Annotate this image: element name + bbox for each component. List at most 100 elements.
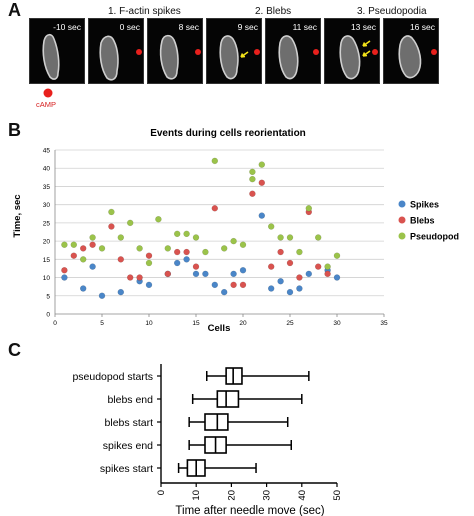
cell-outline <box>159 34 179 80</box>
scatter-point <box>324 263 331 270</box>
phase-label-spikes: 1. F-actin spikes <box>108 6 181 17</box>
scatter-x-axis-label: Cells <box>208 323 231 334</box>
scatter-point <box>277 248 284 256</box>
box-whisker <box>177 459 257 477</box>
x-tick-label: 50 <box>332 490 343 501</box>
scatter-point <box>268 285 275 292</box>
scatter-point <box>296 248 303 256</box>
category-label: pseudopod starts <box>72 371 153 383</box>
scatter-point <box>145 252 153 259</box>
needle-marker-icon <box>195 49 201 55</box>
scatter-point <box>183 256 190 263</box>
scatter-point <box>61 274 68 281</box>
box-iqr <box>204 413 229 431</box>
scatter-point <box>145 259 153 267</box>
microscopy-frame: 0 sec <box>88 18 144 84</box>
x-tick-label: 20 <box>239 320 247 327</box>
scatter-point <box>70 252 78 259</box>
category-label: spikes start <box>100 463 153 475</box>
panel-b-letter: B <box>8 120 21 140</box>
scatter-point <box>108 223 115 230</box>
scatter-point <box>117 256 125 263</box>
x-tick-label: 10 <box>191 490 202 501</box>
cell-image <box>339 35 378 80</box>
yellow-arrow-icon <box>362 50 371 57</box>
box-x-axis-label: Time after needle move (sec) <box>175 505 324 516</box>
x-tick-label: 30 <box>262 490 273 501</box>
microscopy-frame: -10 sec <box>29 18 85 84</box>
cell-outline <box>219 35 239 80</box>
microscopy-frame: 9 sec <box>206 18 262 84</box>
scatter-point <box>136 274 143 281</box>
x-tick-label: 0 <box>53 320 57 327</box>
scatter-point <box>164 245 172 252</box>
needle-marker-icon <box>372 49 378 55</box>
y-tick-label: 10 <box>43 275 51 282</box>
legend-label: Blebs <box>410 216 435 226</box>
scatter-point <box>211 281 219 289</box>
cell-image <box>398 35 437 79</box>
phase-label-pseudopodia: 3. Pseudopodia <box>357 6 427 17</box>
scatter-point <box>173 248 181 256</box>
scatter-point <box>98 245 106 252</box>
scatter-point <box>286 234 294 241</box>
scatter-point <box>258 161 265 168</box>
scatter-point <box>98 292 106 299</box>
y-tick-label: 25 <box>43 220 51 227</box>
scatter-point <box>70 241 78 248</box>
scatter-point <box>61 267 68 274</box>
scatter-point <box>324 270 331 278</box>
scatter-point <box>249 190 256 197</box>
scatter-point <box>192 234 200 241</box>
category-label: blebs start <box>105 417 154 429</box>
cell-image <box>42 33 60 80</box>
scatter-point <box>268 223 275 230</box>
scatter-point <box>239 267 247 274</box>
cell-outline <box>339 35 361 80</box>
scatter-point <box>79 285 87 292</box>
cell-outline <box>99 35 119 81</box>
cell-image <box>219 35 260 80</box>
frame-time-label: 13 sec <box>350 22 376 32</box>
scatter-point <box>249 168 256 176</box>
y-tick-label: 35 <box>43 184 51 191</box>
box-whisker <box>191 390 303 408</box>
scatter-point <box>268 263 275 270</box>
yellow-arrow-icon <box>240 51 249 58</box>
scatter-point <box>220 288 228 296</box>
scatter-point <box>286 288 294 296</box>
scatter-point <box>258 179 265 186</box>
yellow-arrow-icon <box>362 40 371 47</box>
scatter-point <box>183 230 190 238</box>
box-whisker <box>188 436 292 454</box>
cell-outline <box>42 33 60 80</box>
scatter-point <box>305 270 312 278</box>
frame-time-label: 8 sec <box>178 22 199 32</box>
panel-a-letter: A <box>8 0 21 20</box>
y-tick-label: 5 <box>46 293 50 300</box>
scatter-point <box>249 175 256 183</box>
needle-marker-icon <box>254 49 260 55</box>
x-tick-label: 10 <box>145 320 153 327</box>
y-tick-label: 40 <box>43 166 51 173</box>
scatter-point <box>173 259 181 267</box>
x-tick-label: 0 <box>156 490 167 495</box>
scatter-point <box>164 270 172 278</box>
legend-swatch <box>398 232 406 240</box>
scatter-point <box>173 230 181 238</box>
scatter-point <box>155 216 162 223</box>
legend-label: Pseudopod <box>410 232 459 242</box>
scatter-point <box>333 274 341 281</box>
microscopy-frame: 16 sec <box>383 18 439 84</box>
needle-marker-icon <box>136 49 142 55</box>
scatter-point <box>315 263 322 270</box>
legend-swatch <box>398 216 406 224</box>
scatter-point <box>108 208 115 216</box>
phase-label-blebs: 2. Blebs <box>255 6 292 17</box>
scatter-point <box>230 281 237 289</box>
scatter-point <box>296 274 303 281</box>
scatter-point <box>315 234 322 241</box>
x-tick-label: 5 <box>100 320 104 327</box>
cell-image <box>159 34 201 80</box>
scatter-point <box>202 248 209 256</box>
